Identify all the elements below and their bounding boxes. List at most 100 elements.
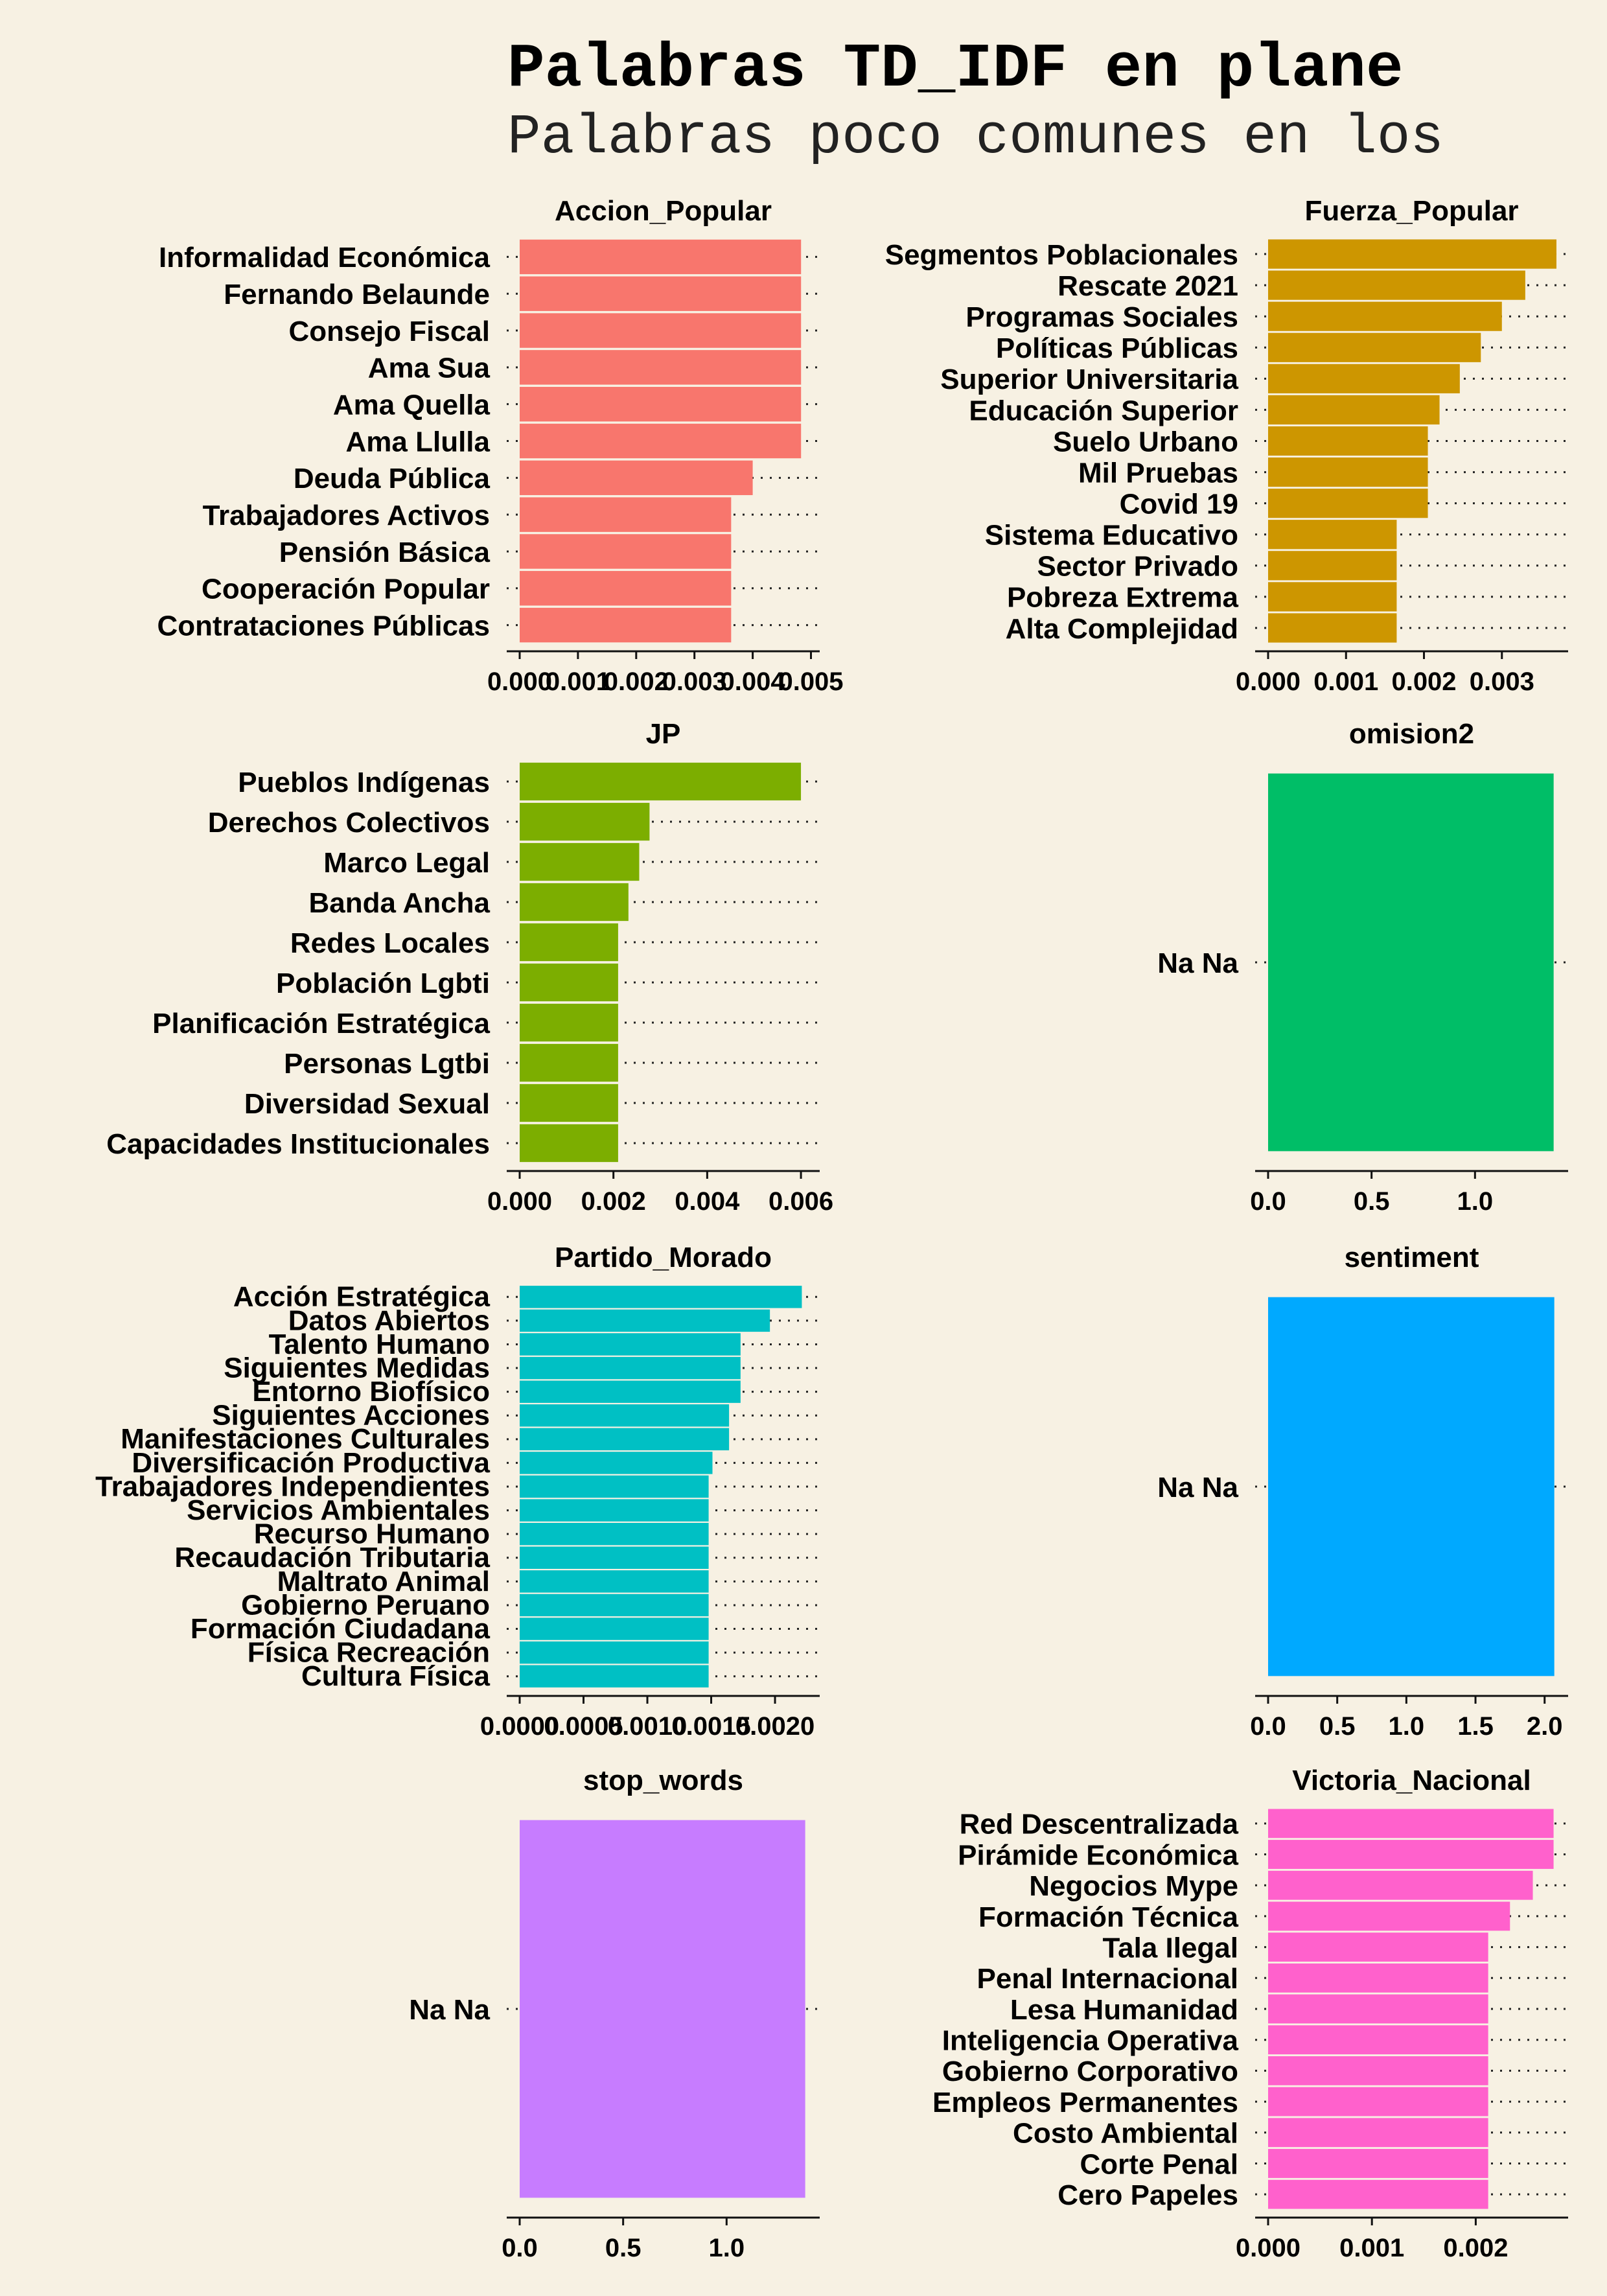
bar-partido-morado-recaudaci-n-tributaria xyxy=(520,1546,709,1569)
bar-partido-morado-gobierno-peruano xyxy=(520,1594,709,1617)
category-label-penal-internacional: Penal Internacional xyxy=(977,1963,1238,1995)
x-tick-label-jp: 0.002 xyxy=(581,1187,646,1216)
category-label-pueblos-ind-genas: Pueblos Indígenas xyxy=(238,767,490,798)
bar-victoria-nacional-inteligencia-operativa xyxy=(1268,2025,1488,2055)
bar-jp-poblaci-n-lgbti xyxy=(520,963,618,1002)
category-label-entorno-biof-sico: Entorno Biofísico xyxy=(252,1376,490,1408)
category-label-marco-legal: Marco Legal xyxy=(323,847,490,879)
bar-fuerza-popular-suelo-urbano xyxy=(1268,426,1428,456)
panel-fuerza-popular: Fuerza_Popular Segmentos PoblacionalesRes… xyxy=(885,195,1568,696)
category-label-costo-ambiental: Costo Ambiental xyxy=(1013,2118,1238,2150)
bar-accion-popular-fernando-belaunde xyxy=(520,276,802,311)
category-label-capacidades-institucionales: Capacidades Institucionales xyxy=(106,1128,490,1160)
category-label-poblaci-n-lgbti: Población Lgbti xyxy=(276,968,490,999)
bar-fuerza-popular-pol-ticas-p-blicas xyxy=(1268,332,1481,362)
category-label-cooperaci-n-popular: Cooperación Popular xyxy=(202,574,490,605)
category-label-empleos-permanentes: Empleos Permanentes xyxy=(932,2087,1238,2118)
bar-partido-morado-maltrato-animal xyxy=(520,1570,709,1593)
category-label-redes-locales: Redes Locales xyxy=(290,927,490,959)
bar-victoria-nacional-negocios-mype xyxy=(1268,1870,1533,1900)
category-label-covid-19: Covid 19 xyxy=(1120,488,1238,520)
x-tick-label-jp: 0.006 xyxy=(769,1187,833,1216)
bar-fuerza-popular-pobreza-extrema xyxy=(1268,582,1397,612)
x-tick-label-partido-morado: 0.0000 xyxy=(480,1712,559,1741)
bar-partido-morado-trabajadores-independientes xyxy=(520,1475,709,1498)
bar-fuerza-popular-covid-19 xyxy=(1268,489,1428,518)
panel-accion-popular: Accion_Popular Informalidad Económica Fern… xyxy=(157,195,844,696)
category-label-pensi-n-b-sica: Pensión Básica xyxy=(279,537,491,568)
category-label-manifestaciones-culturales: Manifestaciones Culturales xyxy=(121,1423,490,1455)
x-tick-label-sentiment: 1.5 xyxy=(1457,1712,1494,1741)
bar-victoria-nacional-gobierno-corporativo xyxy=(1268,2056,1488,2085)
bar-victoria-nacional-lesa-humanidad xyxy=(1268,1994,1488,2024)
x-tick-label-sentiment: 0.0 xyxy=(1250,1712,1286,1741)
x-tick-label-partido-morado: 0.0020 xyxy=(735,1712,815,1741)
category-label-personas-lgtbi: Personas Lgtbi xyxy=(284,1048,490,1080)
x-tick-label-fuerza-popular: 0.001 xyxy=(1313,667,1378,696)
chart-title: Palabras TD_IDF en plane xyxy=(507,34,1404,104)
panel-title-accion-popular: Accion_Popular xyxy=(555,195,772,227)
bar-victoria-nacional-empleos-permanentes xyxy=(1268,2087,1488,2116)
category-label-banda-ancha: Banda Ancha xyxy=(308,887,490,919)
category-label-gobierno-corporativo: Gobierno Corporativo xyxy=(942,2056,1238,2087)
bar-sentiment-na-na xyxy=(1268,1297,1555,1676)
x-tick-label-jp: 0.000 xyxy=(487,1187,552,1216)
category-label-datos-abiertos: Datos Abiertos xyxy=(288,1305,490,1336)
category-label-superior-universitaria: Superior Universitaria xyxy=(940,364,1238,395)
x-tick-label-victoria-nacional: 0.001 xyxy=(1339,2234,1404,2262)
category-label-mil-pruebas: Mil Pruebas xyxy=(1078,457,1238,489)
category-label-contrataciones-p-blicas: Contrataciones Públicas xyxy=(157,610,490,642)
panel-title-fuerza-popular: Fuerza_Popular xyxy=(1304,195,1518,227)
category-label-segmentos-poblacionales: Segmentos Poblacionales xyxy=(885,239,1238,271)
panel-stop-words: stop_words Na Na 0.0 0.5 1.0 xyxy=(409,1765,820,2262)
x-tick-label-fuerza-popular: 0.002 xyxy=(1391,667,1456,696)
category-label-ama-llulla: Ama Llulla xyxy=(346,426,491,458)
x-tick-label-sentiment: 1.0 xyxy=(1389,1712,1425,1741)
bar-omision2-na-na xyxy=(1268,773,1554,1152)
category-label-educaci-n-superior: Educación Superior xyxy=(969,395,1238,426)
x-tick-label-fuerza-popular: 0.003 xyxy=(1470,667,1534,696)
category-label-corte-penal: Corte Penal xyxy=(1080,2148,1238,2180)
category-label-fernando-belaunde: Fernando Belaunde xyxy=(224,279,490,310)
bar-victoria-nacional-formaci-n-t-cnica xyxy=(1268,1901,1510,1931)
bar-partido-morado-siguientes-acciones xyxy=(520,1404,730,1427)
bar-accion-popular-ama-quella xyxy=(520,386,802,422)
bar-jp-diversidad-sexual xyxy=(520,1084,618,1122)
x-tick-label-sentiment: 0.5 xyxy=(1319,1712,1356,1741)
bar-accion-popular-pensi-n-b-sica xyxy=(520,534,732,569)
category-label-inteligencia-operativa: Inteligencia Operativa xyxy=(942,2025,1239,2057)
category-label-siguientes-medidas: Siguientes Medidas xyxy=(224,1352,490,1384)
bar-fuerza-popular-educaci-n-superior xyxy=(1268,395,1440,425)
bar-partido-morado-manifestaciones-culturales xyxy=(520,1428,730,1451)
bar-jp-personas-lgtbi xyxy=(520,1043,618,1082)
x-tick-label-accion-popular: 0.005 xyxy=(778,667,843,696)
bar-jp-derechos-colectivos xyxy=(520,802,650,841)
panel-title-victoria-nacional: Victoria_Nacional xyxy=(1292,1765,1531,1796)
bar-partido-morado-acci-n-estrat-gica xyxy=(520,1286,802,1308)
category-label-trabajadores-independientes: Trabajadores Independientes xyxy=(95,1470,490,1502)
bar-partido-morado-datos-abiertos xyxy=(520,1309,770,1332)
category-label-pir-mide-econ-mica: Pirámide Económica xyxy=(958,1839,1238,1871)
category-label-f-sica-recreaci-n: Física Recreación xyxy=(248,1637,490,1669)
bar-jp-capacidades-institucionales xyxy=(520,1124,618,1163)
bar-fuerza-popular-rescate-2021 xyxy=(1268,270,1525,300)
x-tick-label-stop-words: 1.0 xyxy=(709,2234,745,2262)
x-tick-label-accion-popular: 0.004 xyxy=(721,667,786,696)
bar-accion-popular-cooperaci-n-popular xyxy=(520,571,732,606)
category-label-servicios-ambientales: Servicios Ambientales xyxy=(187,1494,490,1526)
x-tick-label-victoria-nacional: 0.002 xyxy=(1443,2234,1508,2262)
category-label-red-descentralizada: Red Descentralizada xyxy=(960,1809,1239,1840)
x-tick-label-fuerza-popular: 0.000 xyxy=(1236,667,1301,696)
panel-jp: JP Pueblos Indígenas Derechos Colectivos Ma… xyxy=(106,718,833,1216)
bar-victoria-nacional-pir-mide-econ-mica xyxy=(1268,1840,1554,1869)
category-label-tala-ilegal: Tala Ilegal xyxy=(1103,1932,1239,1964)
category-label-cero-papeles: Cero Papeles xyxy=(1058,2179,1238,2211)
chart-panels: Accion_Popular Informalidad Económica Fern… xyxy=(95,195,1568,2262)
bar-partido-morado-servicios-ambientales xyxy=(520,1499,709,1522)
category-label-diversificaci-n-productiva: Diversificación Productiva xyxy=(132,1447,490,1479)
category-label-pol-ticas-p-blicas: Políticas Públicas xyxy=(996,332,1238,364)
category-label-maltrato-animal: Maltrato Animal xyxy=(277,1566,490,1597)
bar-partido-morado-siguientes-medidas xyxy=(520,1356,741,1380)
